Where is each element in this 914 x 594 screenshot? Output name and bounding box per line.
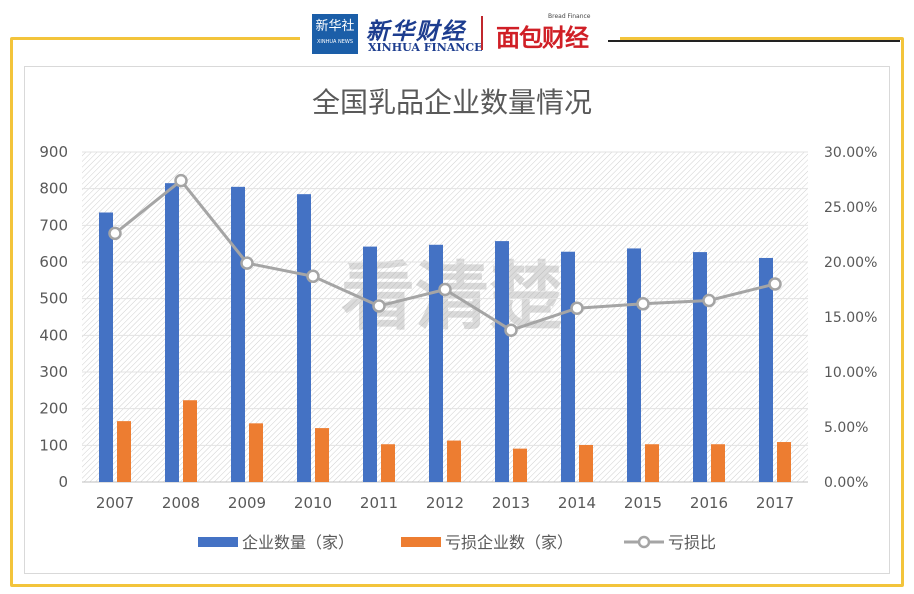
- bar-loss: [249, 423, 263, 482]
- logo-divider: [481, 16, 483, 50]
- right-tick-label: 25.00%: [824, 200, 877, 216]
- x-tick-label: 2009: [228, 494, 266, 512]
- bar-total: [99, 212, 113, 482]
- bar-total: [363, 246, 377, 482]
- bar-total: [627, 248, 641, 482]
- chart-panel: [24, 66, 890, 574]
- x-tick-label: 2008: [162, 494, 200, 512]
- legend-label: 亏损比: [668, 533, 716, 552]
- bar-total: [561, 251, 575, 482]
- ratio-point: [174, 173, 188, 188]
- left-tick-label: 100: [39, 436, 68, 454]
- left-tick-label: 800: [39, 180, 68, 198]
- ratio-line-group: [108, 173, 782, 337]
- bar-loss: [183, 400, 197, 482]
- ratio-point: [504, 323, 518, 337]
- x-tick-label: 2012: [426, 494, 464, 512]
- xinhua-logo-cn: 新华社: [315, 19, 355, 34]
- bar-total: [495, 241, 509, 482]
- x-tick-label: 2017: [756, 494, 794, 512]
- ratio-point: [240, 256, 254, 270]
- legend-label: 企业数量（家）: [242, 533, 354, 552]
- bar-loss: [447, 440, 461, 482]
- left-tick-label: 0: [58, 473, 68, 491]
- right-tick-label: 30.00%: [824, 145, 877, 161]
- x-tick-label: 2010: [294, 494, 332, 512]
- left-tick-label: 200: [39, 400, 68, 418]
- ratio-point: [570, 301, 584, 315]
- right-tick-label: 0.00%: [824, 475, 868, 491]
- chart-title: 全国乳品企业数量情况: [312, 86, 592, 119]
- ratio-point: [702, 293, 716, 308]
- x-tick-label: 2013: [492, 494, 530, 512]
- bar-loss: [513, 448, 527, 482]
- bar-total: [297, 194, 311, 482]
- bar-total: [693, 252, 707, 482]
- x-tick-label: 2015: [624, 494, 662, 512]
- xinhua-finance-en: XINHUA FINANCE: [368, 41, 483, 54]
- ratio-point: [372, 299, 386, 313]
- legend-swatch: [401, 537, 441, 547]
- legend-line-marker: [637, 535, 651, 549]
- right-tick-label: 5.00%: [824, 420, 868, 436]
- legend-swatch: [198, 537, 238, 547]
- bar-loss: [579, 444, 593, 482]
- x-tick-label: 2007: [96, 494, 134, 512]
- xinhua-finance-cn: 新华财经: [366, 18, 466, 45]
- xinhua-news-logo: 新华社 XINHUA NEWS: [312, 14, 358, 54]
- bar-loss: [645, 444, 659, 482]
- x-axis-labels: 2007 2008 2009 2010 2011 2012 2013 2014 2015 2016…: [96, 494, 794, 512]
- right-tick-label: 15.00%: [824, 310, 877, 326]
- x-tick-label: 2011: [360, 494, 398, 512]
- bar-loss: [381, 444, 395, 482]
- bar-loss: [315, 428, 329, 482]
- bar-total: [231, 186, 245, 483]
- left-axis-ticks: 0 100 200 300 400 500 600 700 800 900: [39, 143, 68, 491]
- legend: 企业数量（家） 亏损企业数（家） 亏损比: [198, 533, 716, 552]
- mianbao-logo: 面包财经: [496, 24, 589, 52]
- ratio-point: [306, 269, 320, 284]
- gridlines: [82, 151, 808, 483]
- legend-label: 亏损企业数（家）: [445, 533, 573, 552]
- bar-loss: [777, 442, 791, 482]
- bread-finance-tagline: Bread Finance: [548, 13, 591, 20]
- left-tick-label: 900: [39, 143, 68, 161]
- right-tick-label: 10.00%: [824, 365, 877, 381]
- xinhua-logo-en: XINHUA NEWS: [316, 39, 354, 45]
- left-tick-label: 600: [39, 253, 68, 271]
- x-tick-label: 2014: [558, 494, 596, 512]
- header-rule: [608, 40, 900, 42]
- right-axis-ticks: 0.00% 5.00% 10.00% 15.00% 20.00% 25.00% 30.00%: [824, 145, 877, 491]
- bar-loss: [117, 421, 131, 482]
- bar-loss: [711, 444, 725, 482]
- ratio-point: [438, 282, 452, 297]
- right-tick-label: 20.00%: [824, 255, 877, 271]
- left-tick-label: 700: [39, 216, 68, 234]
- ratio-point: [768, 277, 782, 291]
- bar-total: [429, 244, 443, 482]
- left-tick-label: 400: [39, 326, 68, 344]
- ratio-point: [108, 226, 122, 241]
- ratio-point: [636, 297, 650, 311]
- left-tick-label: 300: [39, 363, 68, 381]
- bar-total: [759, 257, 773, 482]
- bar-total: [165, 183, 179, 482]
- x-tick-label: 2016: [690, 494, 728, 512]
- left-tick-label: 500: [39, 290, 68, 308]
